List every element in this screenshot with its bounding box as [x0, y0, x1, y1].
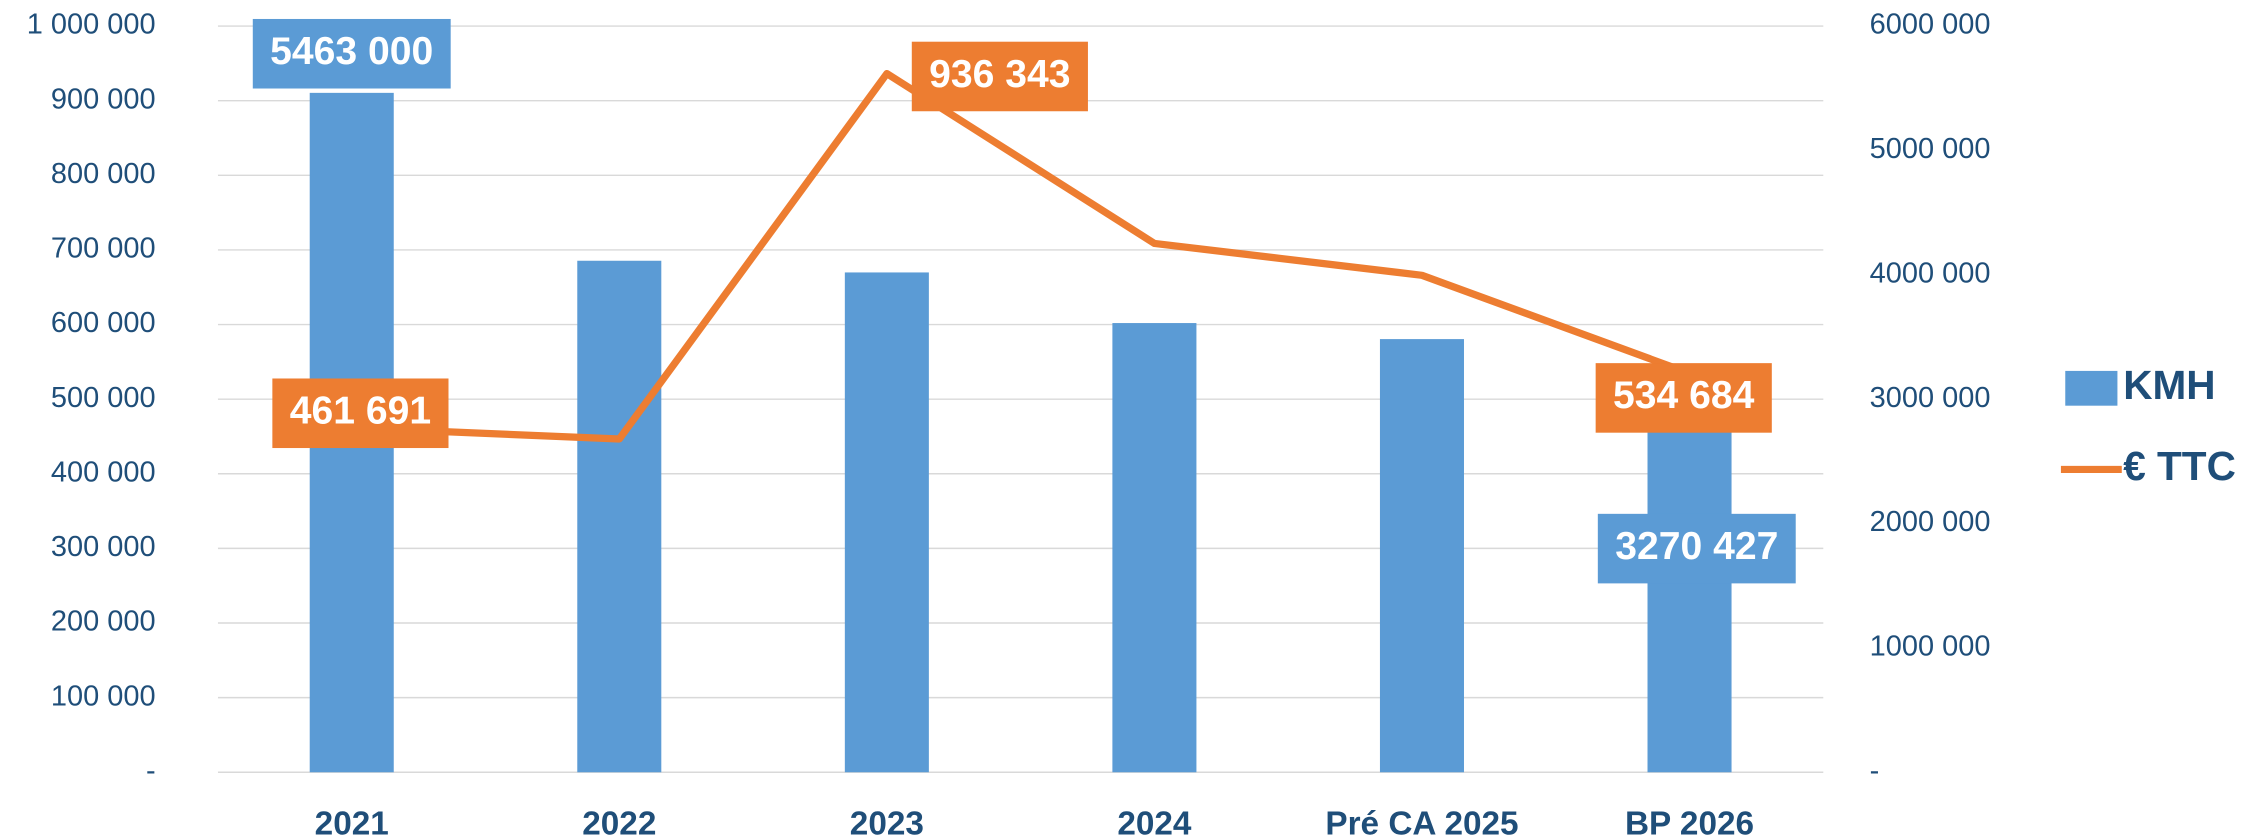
data-label-box: [1595, 363, 1772, 433]
x-tick-label: 2023: [850, 806, 924, 836]
y-tick-label: 800 000: [51, 158, 156, 190]
data-label-box: [252, 18, 451, 89]
legend-swatch: [2065, 370, 2118, 406]
y-tick-label: 100 000: [51, 680, 156, 712]
y2-tick-label: 5000 000: [1870, 133, 1991, 165]
data-label: 461 691: [290, 390, 431, 433]
y-tick-label: 1 000 000: [27, 9, 156, 41]
y2-tick-label: 2000 000: [1870, 506, 1991, 538]
y-tick-label: 300 000: [51, 531, 156, 563]
y2-tick-label: -: [1870, 755, 1880, 787]
x-tick-label: Pré CA 2025: [1325, 806, 1518, 836]
y2-tick-label: 4000 000: [1870, 257, 1991, 289]
y-tick-label: 700 000: [51, 233, 156, 265]
data-label-box: [1597, 513, 1796, 584]
bar: [1379, 339, 1464, 773]
data-label: 3270 427: [1615, 525, 1778, 568]
legend-label: KMH: [2123, 362, 2215, 408]
bar: [577, 260, 662, 773]
data-label: 5463 000: [270, 30, 433, 73]
y2-tick-label: 3000 000: [1870, 382, 1991, 414]
y2-tick-label: 6000 000: [1870, 9, 1991, 41]
bar: [1112, 323, 1197, 773]
data-label-box: [272, 378, 449, 449]
y-tick-label: 200 000: [51, 606, 156, 638]
y-tick-label: 600 000: [51, 307, 156, 339]
legend-label: € TTC: [2123, 443, 2236, 489]
x-tick-label: 2021: [315, 806, 389, 836]
y2-tick-label: 1000 000: [1870, 631, 1991, 663]
line: [351, 69, 1691, 443]
y-tick-label: 900 000: [51, 83, 156, 115]
x-tick-label: 2022: [582, 806, 656, 836]
y-tick-label: 500 000: [51, 382, 156, 414]
data-label: 936 343: [929, 53, 1070, 96]
data-label-box: [911, 41, 1088, 112]
y-tick-label: -: [146, 755, 156, 787]
x-tick-label: BP 2026: [1625, 806, 1754, 836]
bar: [844, 272, 929, 773]
y-tick-label: 400 000: [51, 456, 156, 488]
x-tick-label: 2024: [1117, 806, 1192, 836]
data-label: 534 684: [1613, 374, 1755, 417]
